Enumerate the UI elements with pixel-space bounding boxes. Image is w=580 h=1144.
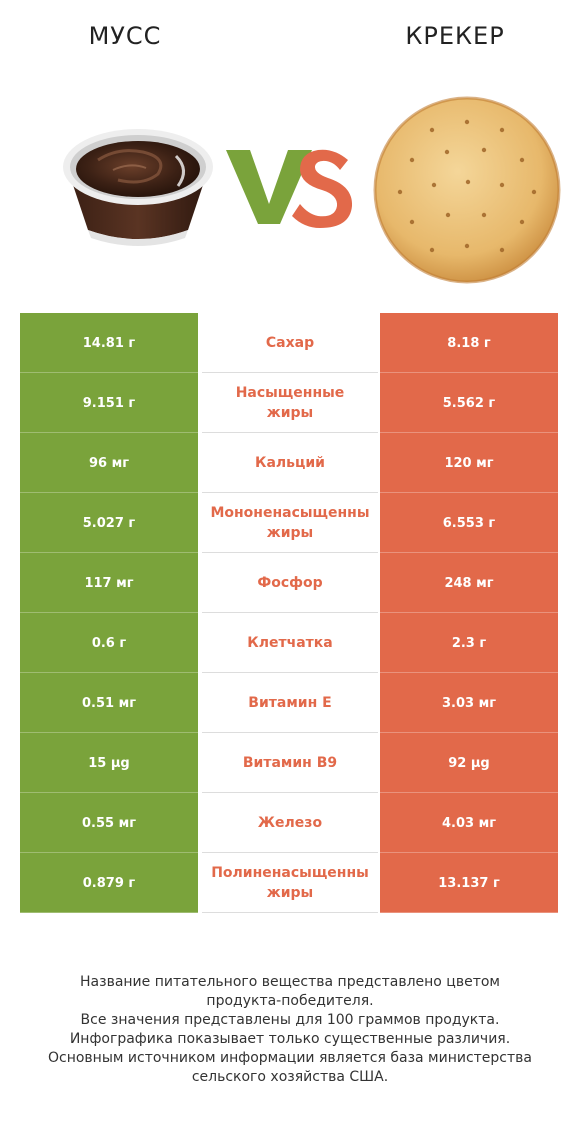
right-value: 4.03 мг	[380, 793, 558, 853]
table-row: 0.51 мг Витамин E 3.03 мг	[20, 673, 558, 733]
nutrient-label-line: жиры	[266, 404, 314, 421]
left-value: 0.55 мг	[20, 793, 198, 853]
nutrient-label-line: Витамин B9	[242, 754, 338, 771]
left-product-title: МУСС	[88, 22, 162, 50]
nutrient-label-line: жиры	[266, 884, 314, 901]
left-value: 0.6 г	[20, 613, 198, 673]
nutrient-label: Полиненасыщенны жиры	[202, 853, 378, 913]
table-row: 14.81 г Сахар 8.18 г	[20, 313, 558, 373]
table-row: 0.6 г Клетчатка 2.3 г	[20, 613, 558, 673]
right-value: 92 µg	[380, 733, 558, 793]
right-value: 3.03 мг	[380, 673, 558, 733]
table-row: 0.879 г Полиненасыщенны жиры 13.137 г	[20, 853, 558, 913]
left-value: 15 µg	[20, 733, 198, 793]
footnote-line: продукта-победителя.	[206, 993, 374, 1009]
table-row: 9.151 г Насыщенные жиры 5.562 г	[20, 373, 558, 433]
left-value: 96 мг	[20, 433, 198, 493]
right-value: 6.553 г	[380, 493, 558, 553]
table-row: 96 мг Кальций 120 мг	[20, 433, 558, 493]
footnote-line: Название питательного вещества представл…	[80, 974, 500, 990]
nutrient-label: Насыщенные жиры	[202, 373, 378, 433]
right-value: 2.3 г	[380, 613, 558, 673]
nutrient-label-line: Насыщенные	[235, 384, 345, 401]
nutrient-label-line: Мононенасыщенны	[210, 504, 370, 521]
nutrient-label-line: Кальций	[255, 454, 325, 471]
footnote-line: Основным источником информации является …	[48, 1050, 532, 1066]
nutrient-label-line: Витамин E	[248, 694, 332, 711]
nutrient-label-line: Сахар	[265, 334, 315, 351]
table-row: 117 мг Фосфор 248 мг	[20, 553, 558, 613]
footnote-line: Инфографика показывает только существенн…	[69, 1031, 511, 1047]
nutrient-label: Фосфор	[202, 553, 378, 613]
nutrient-label-line: Клетчатка	[247, 634, 333, 651]
cracker-image	[373, 96, 561, 284]
right-product-title: КРЕКЕР	[405, 22, 505, 50]
nutrient-label: Мононенасыщенны жиры	[202, 493, 378, 553]
table-row: 15 µg Витамин B9 92 µg	[20, 733, 558, 793]
nutrient-label: Железо	[202, 793, 378, 853]
nutrient-label: Кальций	[202, 433, 378, 493]
right-value: 5.562 г	[380, 373, 558, 433]
left-value: 9.151 г	[20, 373, 198, 433]
left-value: 0.879 г	[20, 853, 198, 913]
left-value: 117 мг	[20, 553, 198, 613]
left-value: 14.81 г	[20, 313, 198, 373]
vs-mark	[226, 149, 353, 228]
right-value: 13.137 г	[380, 853, 558, 913]
mousse-image	[63, 129, 213, 246]
right-value: 248 мг	[380, 553, 558, 613]
left-value: 5.027 г	[20, 493, 198, 553]
nutrient-label-line: Фосфор	[257, 574, 323, 591]
nutrient-label-line: жиры	[266, 524, 314, 541]
left-value: 0.51 мг	[20, 673, 198, 733]
nutrient-label: Витамин B9	[202, 733, 378, 793]
table-row: 0.55 мг Железо 4.03 мг	[20, 793, 558, 853]
nutrient-label: Сахар	[202, 313, 378, 373]
nutrient-label: Клетчатка	[202, 613, 378, 673]
footnote-line: Все значения представлены для 100 граммо…	[80, 1012, 500, 1028]
comparison-table: 14.81 г Сахар 8.18 г 9.151 г Насыщенные жиры 5…	[20, 313, 558, 913]
nutrient-label-line: Железо	[257, 814, 323, 831]
footnote-line: сельского хозяйства США.	[191, 1069, 389, 1085]
nutrient-label: Витамин E	[202, 673, 378, 733]
nutrient-label-line: Полиненасыщенны	[211, 864, 369, 881]
table-row: 5.027 г Мононенасыщенны жиры 6.553 г	[20, 493, 558, 553]
right-value: 8.18 г	[380, 313, 558, 373]
footnote: Название питательного вещества представл…	[20, 973, 560, 1087]
right-value: 120 мг	[380, 433, 558, 493]
